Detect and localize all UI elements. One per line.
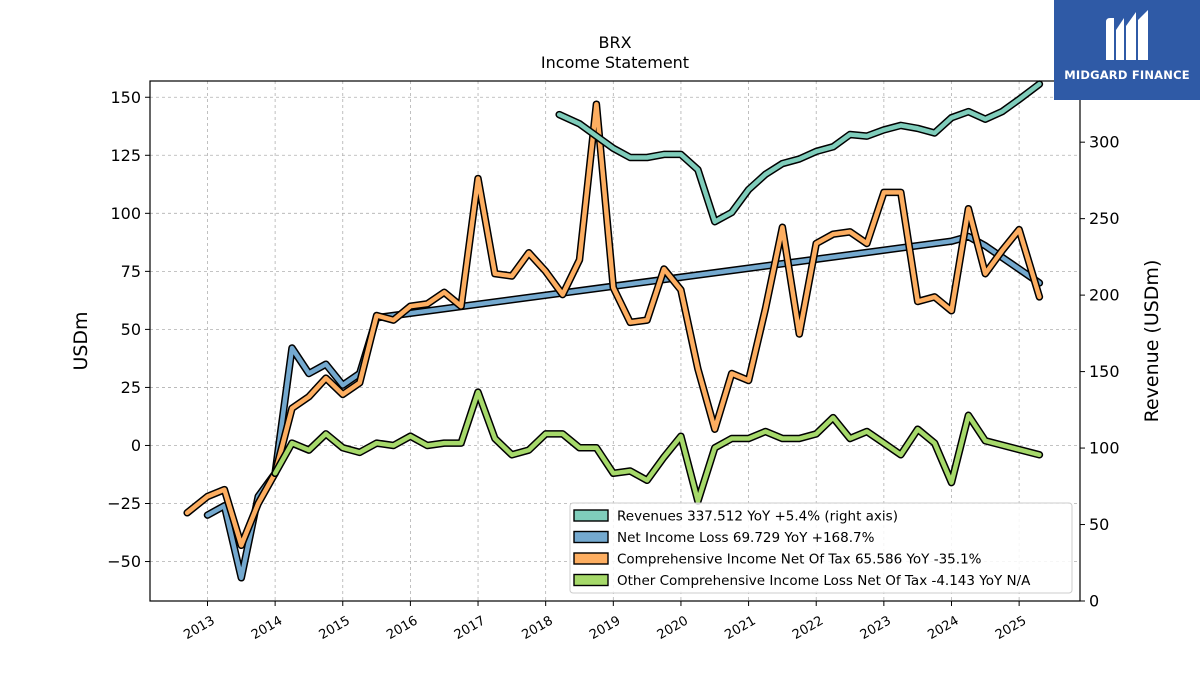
legend-swatch-1 [573,530,609,544]
midgard-logo-icon [1106,10,1148,60]
legend-swatch-3 [573,573,609,587]
legend-label-0: Revenues 337.512 YoY +5.4% (right axis) [617,509,898,525]
y-right-tick-label: 50 [1089,515,1109,534]
y-right-tick-label: 0 [1089,592,1099,611]
chart-title: BRX [598,33,631,52]
midgard-finance-logo: MIDGARD FINANCE [1054,0,1200,100]
logo-text: MIDGARD FINANCE [1064,68,1190,82]
y-left-tick-label: 125 [110,146,141,165]
series-line-0 [556,81,1042,224]
y-left-tick-label: 25 [121,378,141,397]
y-right-tick-label: 250 [1089,209,1120,228]
legend-label-3: Other Comprehensive Income Loss Net Of T… [617,573,1031,589]
y-left-tick-label: 75 [121,262,141,281]
y-right-tick-label: 300 [1089,133,1120,152]
y-left-tick-label: −50 [107,552,141,571]
series-lines [183,80,1044,582]
legend-swatch-0 [573,509,609,522]
legend-label-1: Net Income Loss 69.729 YoY +168.7% [617,530,875,546]
y-right-tick-label: 100 [1089,439,1120,458]
y-left-tick-label: 50 [121,320,141,339]
y-left-tick-label: 150 [110,88,141,107]
series-line-2 [184,101,1042,548]
plot-frame [149,80,1081,602]
y-left-tick-label: 0 [131,436,141,455]
axis-ticks: 2013 2014 2015 2016 2017 2018 2019 2020 2021 2022… [107,88,1119,643]
legend-label-2: Comprehensive Income Net Of Tax 65.586 Y… [617,552,982,568]
y-right-tick-label: 150 [1089,362,1120,381]
y-axis-right-label: Revenue (USDm) [1141,260,1163,423]
chart-subtitle: Income Statement [541,53,689,72]
y-left-tick-label: −25 [107,494,141,513]
y-right-tick-label: 200 [1089,286,1120,305]
legend-box [569,502,1073,594]
y-axis-left-label: USDm [70,311,92,370]
series-line-3 [272,389,1042,504]
y-left-tick-label: 100 [110,204,141,223]
chart-legend: Revenues 337.512 YoY +5.4% (right axis) N… [569,502,1073,594]
legend-swatch-2 [573,552,609,565]
